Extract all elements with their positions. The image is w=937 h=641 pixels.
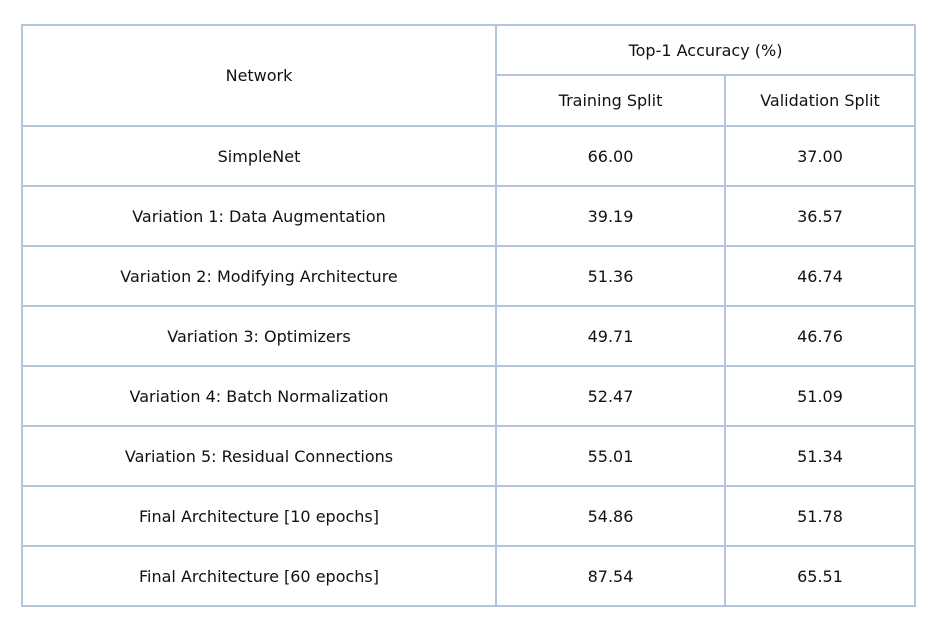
- network-name-cell: Variation 2: Modifying Architecture: [21, 245, 497, 307]
- table-body: SimpleNet 66.00 37.00 Variation 1: Data Aug…: [21, 125, 917, 607]
- training-accuracy-cell: 52.47: [495, 365, 726, 427]
- validation-accuracy-cell: 51.34: [723, 425, 917, 487]
- training-split-header: Training Split: [495, 74, 726, 127]
- network-name-cell: Variation 1: Data Augmentation: [21, 185, 497, 247]
- results-table-container: Network Top-1 Accuracy (%) Training Spli…: [21, 24, 917, 607]
- table-row: SimpleNet 66.00 37.00: [21, 125, 917, 187]
- validation-accuracy-cell: 51.09: [723, 365, 917, 427]
- table-row: Variation 2: Modifying Architecture 51.36…: [21, 245, 917, 307]
- validation-accuracy-cell: 51.78: [723, 485, 917, 547]
- header-row-sub: Training Split Validation Split: [22, 74, 917, 127]
- training-accuracy-cell: 87.54: [495, 545, 726, 607]
- accuracy-group-header: Top-1 Accuracy (%): [494, 24, 917, 76]
- network-column-header: Network: [21, 24, 497, 127]
- network-name-cell: Final Architecture [10 epochs]: [21, 485, 497, 547]
- table-header: Network Top-1 Accuracy (%) Training Spli…: [21, 24, 917, 127]
- training-accuracy-cell: 55.01: [495, 425, 726, 487]
- training-accuracy-cell: 54.86: [495, 485, 726, 547]
- network-name-cell: Final Architecture [60 epochs]: [21, 545, 497, 607]
- validation-accuracy-cell: 36.57: [723, 185, 917, 247]
- training-accuracy-cell: 39.19: [495, 185, 726, 247]
- table-row: Variation 4: Batch Normalization 52.47 51.…: [21, 365, 917, 427]
- network-name-cell: SimpleNet: [21, 125, 497, 187]
- table-row: Variation 3: Optimizers 49.71 46.76: [21, 305, 917, 367]
- table-row: Variation 1: Data Augmentation 39.19 36.57: [21, 185, 917, 247]
- results-table: Network Top-1 Accuracy (%) Training Spli…: [21, 24, 917, 607]
- network-name-cell: Variation 4: Batch Normalization: [21, 365, 497, 427]
- validation-accuracy-cell: 37.00: [723, 125, 917, 187]
- validation-accuracy-cell: 46.76: [723, 305, 917, 367]
- validation-accuracy-cell: 65.51: [723, 545, 917, 607]
- table-row: Final Architecture [60 epochs] 87.54 65.51: [21, 545, 917, 607]
- training-accuracy-cell: 51.36: [495, 245, 726, 307]
- training-accuracy-cell: 66.00: [495, 125, 726, 187]
- validation-accuracy-cell: 46.74: [723, 245, 917, 307]
- table-row: Variation 5: Residual Connections 55.01 51…: [21, 425, 917, 487]
- network-name-cell: Variation 5: Residual Connections: [21, 425, 497, 487]
- network-name-cell: Variation 3: Optimizers: [21, 305, 497, 367]
- header-row-top: Network Top-1 Accuracy (%): [21, 24, 917, 127]
- table-row: Final Architecture [10 epochs] 54.86 51.78: [21, 485, 917, 547]
- validation-split-header: Validation Split: [723, 74, 917, 127]
- training-accuracy-cell: 49.71: [495, 305, 726, 367]
